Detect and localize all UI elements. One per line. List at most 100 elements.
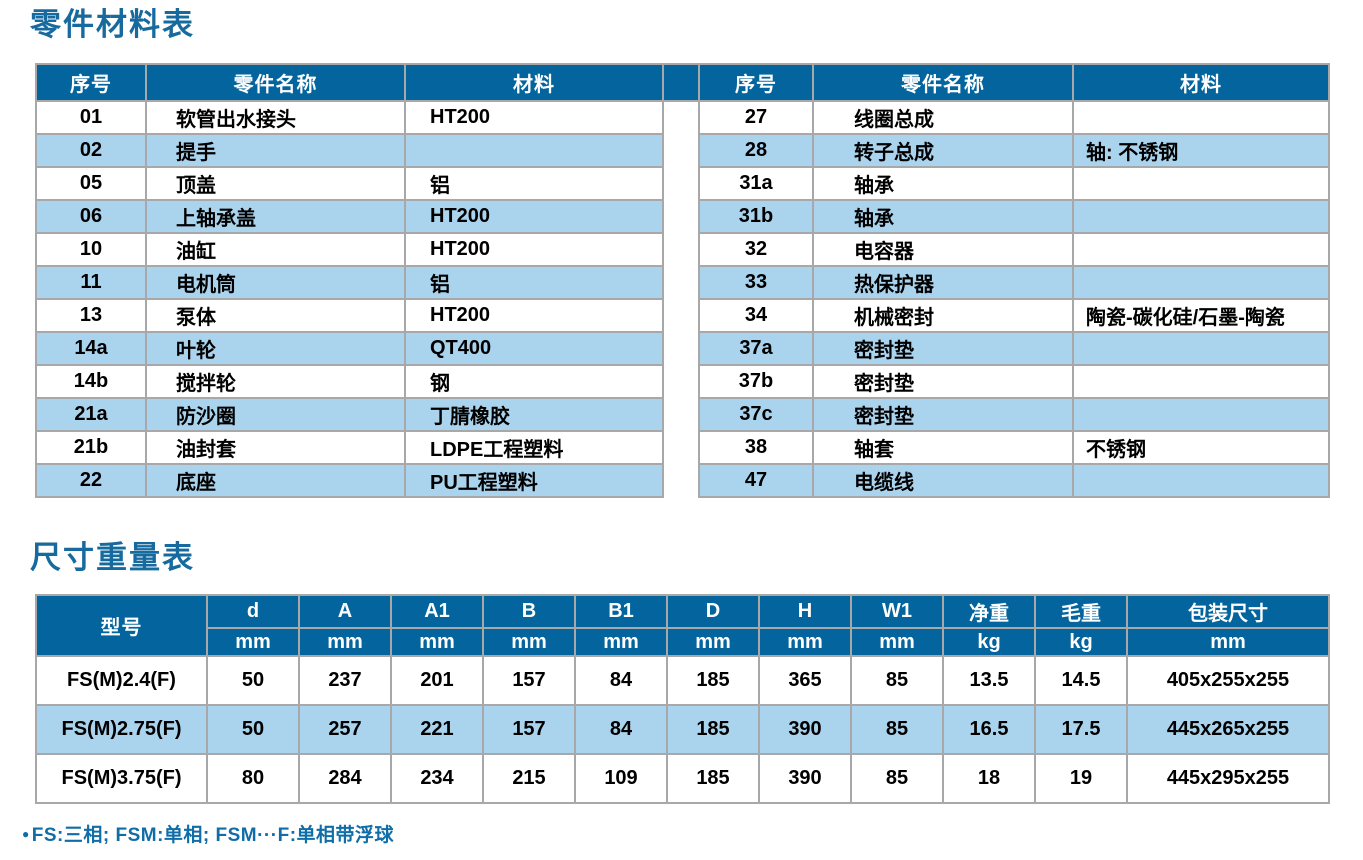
parts-name-cell: 电机筒: [145, 265, 406, 300]
parts-material-cell: [1072, 397, 1330, 432]
dims-column-label: 净重: [942, 594, 1036, 629]
parts-header-name-left: 零件名称: [145, 63, 406, 102]
bullet-icon: ●: [22, 827, 30, 841]
parts-name-cell: 密封垫: [812, 364, 1074, 399]
dims-value-cell: 50: [206, 704, 300, 755]
parts-name-cell: 油封套: [145, 430, 406, 465]
parts-material-cell: 丁腈橡胶: [404, 397, 664, 432]
dims-column-unit: mm: [390, 627, 484, 657]
dims-model-cell: FS(M)2.75(F): [35, 704, 208, 755]
dims-value-cell: 390: [758, 704, 852, 755]
dims-value-cell: 19: [1034, 753, 1128, 804]
dims-value-cell: 234: [390, 753, 484, 804]
parts-name-cell: 轴承: [812, 199, 1074, 234]
dims-value-cell: 445x265x255: [1126, 704, 1330, 755]
dims-value-cell: 390: [758, 753, 852, 804]
parts-spacer-cell: [662, 200, 700, 233]
parts-index-cell: 13: [35, 298, 147, 333]
dims-column-unit: mm: [482, 627, 576, 657]
parts-index-cell: 14b: [35, 364, 147, 399]
parts-name-cell: 顶盖: [145, 166, 406, 201]
parts-index-cell: 22: [35, 463, 147, 498]
dims-column-label: B1: [574, 594, 668, 629]
dims-column-label: A: [298, 594, 392, 629]
dims-value-cell: 109: [574, 753, 668, 804]
parts-material-cell: [1072, 199, 1330, 234]
parts-row: 14b 搅拌轮钢 37b 密封垫: [35, 364, 1330, 399]
parts-table-head: 序号 零件名称 材料 序号 零件名称 材料: [35, 63, 1330, 102]
dims-column-unit: mm: [574, 627, 668, 657]
parts-header-index-left: 序号: [35, 63, 147, 102]
dims-value-cell: 157: [482, 655, 576, 706]
parts-name-cell: 密封垫: [812, 397, 1074, 432]
parts-name-cell: 线圈总成: [812, 100, 1074, 135]
parts-spacer-cell: [662, 167, 700, 200]
dims-value-cell: 215: [482, 753, 576, 804]
parts-spacer-cell: [662, 299, 700, 332]
parts-material-cell: [404, 133, 664, 168]
parts-index-cell: 11: [35, 265, 147, 300]
dims-value-cell: 257: [298, 704, 392, 755]
dims-column-unit: mm: [850, 627, 944, 657]
dims-column-unit: mm: [1126, 627, 1330, 657]
parts-row: 05 顶盖铝 31a 轴承: [35, 166, 1330, 201]
parts-row: 13 泵体 HT200 34 机械密封 陶瓷-碳化硅/石墨-陶瓷: [35, 298, 1330, 333]
dims-row: FS(M)3.75(F) 80 284 234 215 109 185 390 85 18 19 44…: [35, 753, 1330, 804]
parts-name-cell: 转子总成: [812, 133, 1074, 168]
parts-index-cell: 31b: [698, 199, 814, 234]
parts-index-cell: 05: [35, 166, 147, 201]
parts-name-cell: 机械密封: [812, 298, 1074, 333]
parts-material-cell: 铝: [404, 265, 664, 300]
parts-material-cell: HT200: [404, 100, 664, 135]
parts-index-cell: 01: [35, 100, 147, 135]
dims-value-cell: 80: [206, 753, 300, 804]
footnote-text: FS:三相; FSM:单相; FSM···F:单相带浮球: [31, 825, 395, 846]
dims-value-cell: 237: [298, 655, 392, 706]
parts-material-cell: 钢: [404, 364, 664, 399]
parts-material-cell: QT400: [404, 331, 664, 366]
parts-header-material-right: 材料: [1072, 63, 1330, 102]
dimensions-table-title: 尺寸重量表: [30, 540, 195, 575]
parts-row: 22 底座 PU工程塑料 47 电缆线: [35, 463, 1330, 498]
parts-index-cell: 38: [698, 430, 814, 465]
parts-name-cell: 底座: [145, 463, 406, 498]
dims-value-cell: 157: [482, 704, 576, 755]
dims-value-cell: 221: [390, 704, 484, 755]
parts-material-cell: 铝: [404, 166, 664, 201]
parts-header-material-left: 材料: [404, 63, 664, 102]
parts-index-cell: 37b: [698, 364, 814, 399]
dims-column-unit: mm: [758, 627, 852, 657]
dims-column-label: A1: [390, 594, 484, 629]
dims-table-body: FS(M)2.4(F) 50 237 201 157 84 185 365 85 13.5 14.5…: [35, 655, 1330, 804]
parts-name-cell: 轴承: [812, 166, 1074, 201]
dims-header-model: 型号: [35, 594, 208, 657]
dims-value-cell: 445x295x255: [1126, 753, 1330, 804]
parts-material-cell: [1072, 265, 1330, 300]
dims-row: FS(M)2.75(F) 50 257 221 157 84 185 390 85 16.5 17.…: [35, 704, 1330, 755]
dims-column-label: 包装尺寸: [1126, 594, 1330, 629]
dims-value-cell: 284: [298, 753, 392, 804]
dims-value-cell: 85: [850, 753, 944, 804]
dims-column-label: d: [206, 594, 300, 629]
parts-header-row: 序号 零件名称 材料 序号 零件名称 材料: [35, 63, 1330, 102]
dims-column-label: B: [482, 594, 576, 629]
parts-material-cell: [1072, 166, 1330, 201]
parts-index-cell: 14a: [35, 331, 147, 366]
dims-column-unit: mm: [206, 627, 300, 657]
parts-name-cell: 电容器: [812, 232, 1074, 267]
parts-material-cell: LDPE工程塑料: [404, 430, 664, 465]
dims-column-label: H: [758, 594, 852, 629]
dimensions-table-head: 型号 d A A1 B B1 D H W1 净重 毛重 包装尺寸 mm mm mm mm mm mm mm mm k…: [35, 594, 1330, 657]
parts-index-cell: 37c: [698, 397, 814, 432]
dims-value-cell: 84: [574, 704, 668, 755]
parts-table: 序号 零件名称 材料 序号 零件名称 材料 01 软管出水接头 HT200 27 线圈总…: [35, 63, 1330, 498]
parts-name-cell: 提手: [145, 133, 406, 168]
dims-value-cell: 16.5: [942, 704, 1036, 755]
dims-row: FS(M)2.4(F) 50 237 201 157 84 185 365 85 13.5 14.5…: [35, 655, 1330, 706]
parts-material-cell: [1072, 463, 1330, 498]
dims-value-cell: 18: [942, 753, 1036, 804]
parts-name-cell: 热保护器: [812, 265, 1074, 300]
parts-material-cell: [1072, 364, 1330, 399]
parts-name-cell: 防沙圈: [145, 397, 406, 432]
